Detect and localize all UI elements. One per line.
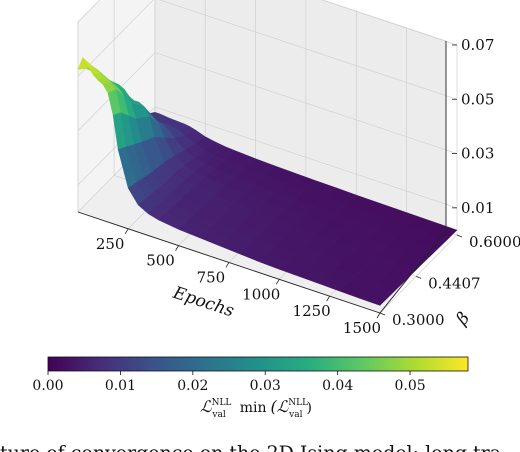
y-axis-ticks: 0.3000 0.4407 0.6000 [379, 233, 520, 329]
y-axis-label: β [452, 308, 474, 329]
x-tick-mark-1 [175, 245, 179, 251]
y-axis-line [379, 230, 447, 314]
y-tick-label-0: 0.3000 [392, 311, 445, 329]
colorbar-tick-label-1: 0.01 [105, 378, 136, 394]
colorbar-label-min: min [240, 400, 267, 416]
z-tick-label-1: 0.03 [461, 145, 494, 163]
x-tick-label-5: 1500 [343, 319, 381, 337]
x-tick-label-3: 1000 [242, 285, 280, 303]
y-tick-label-2: 0.6000 [469, 233, 520, 251]
surface-mesh [77, 57, 458, 306]
y-tick-mark-0 [379, 312, 386, 316]
x-axis-label: Epochs [170, 283, 237, 322]
y-tick-mark-1 [415, 276, 422, 279]
x-tick-mark-5 [376, 312, 381, 319]
z-tick-label-3: 0.07 [461, 36, 494, 54]
colorbar-tick-label-3: 0.03 [250, 378, 281, 394]
x-tick-mark-4 [326, 295, 330, 302]
colorbar-tick-label-0: 0.00 [32, 378, 63, 394]
y-tick-label-1: 0.4407 [428, 274, 481, 292]
colorbar-tick-label-2: 0.02 [177, 378, 208, 394]
colorbar-ticks: 0.00 0.01 0.02 0.03 0.04 0.05 [32, 371, 426, 394]
colorbar-gradient [47, 356, 469, 372]
x-tick-label-0: 250 [96, 235, 125, 253]
x-tick-label-4: 1250 [293, 302, 331, 320]
colorbar-label-script: ℒ [200, 397, 212, 416]
colorbar-label: ℒNLL val min (ℒNLL val) [200, 397, 312, 420]
x-tick-mark-3 [275, 279, 280, 285]
colorbar-label-script-2: (ℒ [271, 397, 289, 416]
y-tick-mark-2 [456, 234, 463, 238]
colorbar-tick-label-5: 0.05 [394, 378, 425, 394]
z-tick-label-2: 0.05 [461, 90, 494, 108]
z-tick-label-0: 0.01 [461, 199, 494, 217]
x-axis-ticks: 250 500 750 1000 1250 1500 [96, 228, 381, 337]
x-axis-line [77, 211, 381, 314]
surface-facet-0-22 [359, 290, 388, 306]
colorbar-label-sup: NLL [212, 398, 232, 408]
x-tick-label-1: 500 [146, 252, 175, 270]
x-tick-label-2: 750 [197, 268, 226, 286]
colorbar: 0.00 0.01 0.02 0.03 0.04 0.05 ℒNLL val min (ℒNLL… [32, 356, 469, 420]
x-tick-mark-0 [124, 228, 129, 234]
colorbar-label-sup-2: NLL [288, 398, 308, 408]
z-axis-ticks: 0.01 0.03 0.05 0.07 [452, 36, 494, 217]
x-tick-mark-2 [225, 262, 230, 268]
colorbar-tick-label-4: 0.04 [322, 378, 353, 394]
colorbar-label-sub: val [211, 410, 225, 420]
colorbar-label-sub-2: val [288, 410, 302, 420]
figure-caption: ture of convergence on the 2D Ising mode… [0, 436, 520, 452]
axes-lines [77, 41, 447, 314]
colorbar-label-close: ) [306, 400, 311, 416]
